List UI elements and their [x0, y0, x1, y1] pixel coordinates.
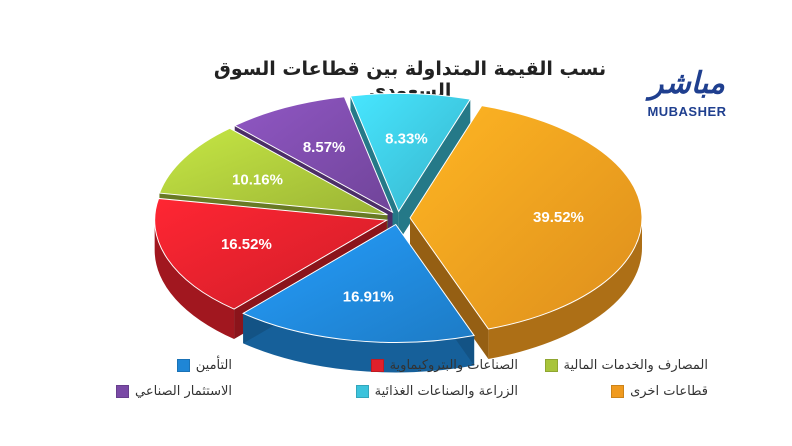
pie-value-label-3: 10.16%: [232, 171, 283, 188]
pie-value-label-1: 16.91%: [343, 288, 394, 305]
pie-slice-3: [158, 127, 388, 216]
pie-tops: [154, 92, 643, 343]
pie-cut-5-1: [398, 99, 471, 242]
pie-side-1: [243, 313, 475, 373]
pie-slice-0: [409, 105, 643, 330]
pie-side-2: [154, 220, 235, 340]
pie-slice-5: [349, 92, 472, 213]
pie-slice-4: [233, 96, 394, 214]
pie-labels: 39.52% 16.91% 16.52% 10.16% 8.57% 8.33%: [221, 130, 584, 305]
logo-english-text: MUBASHER: [647, 104, 727, 119]
mubasher-logo: مباشر MUBASHER: [632, 68, 742, 124]
pie-slice-1: [242, 223, 476, 343]
pie-cut-0-1: [409, 217, 489, 359]
pie-value-label-5: 8.33%: [385, 130, 428, 147]
pie-slice-2: [154, 197, 389, 310]
pie-value-label-4: 8.57%: [303, 139, 346, 156]
pie-side-0: [488, 217, 642, 359]
pie-value-label-2: 16.52%: [221, 236, 272, 253]
pie-value-label-0: 39.52%: [533, 209, 584, 226]
logo-arabic-text: مباشر: [649, 66, 725, 101]
